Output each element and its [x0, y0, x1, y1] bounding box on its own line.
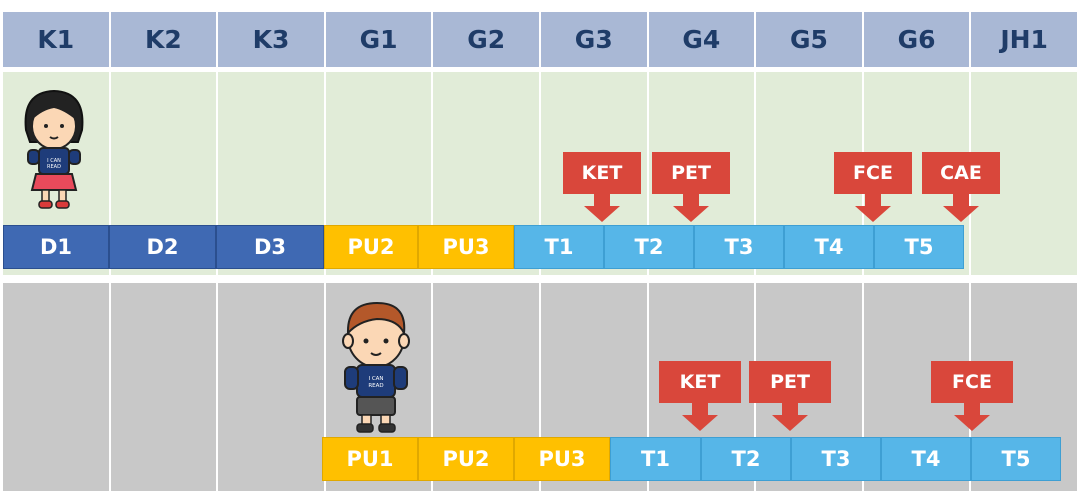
grade-header: G6	[863, 12, 970, 67]
stage-block: T4	[784, 225, 874, 269]
svg-text:READ: READ	[47, 164, 61, 170]
stage-block: PU2	[324, 225, 418, 269]
exam-marker-fce: FCE	[931, 361, 1013, 431]
down-arrow-icon	[772, 415, 808, 431]
stage-block: D2	[109, 225, 216, 269]
stage-block: T2	[701, 437, 791, 481]
grade-header: K1	[3, 12, 109, 67]
stage-block: T1	[514, 225, 604, 269]
stage-block: T2	[604, 225, 694, 269]
stage-block: T4	[881, 437, 971, 481]
stage-block: PU3	[418, 225, 514, 269]
grade-header: G4	[648, 12, 755, 67]
exam-marker-pet: PET	[652, 152, 730, 222]
svg-text:I CAN: I CAN	[368, 376, 383, 382]
boy-student-illustration: I CAN READ	[342, 301, 410, 433]
exam-label: FCE	[834, 152, 912, 194]
girl-student-illustration: I CAN READ	[24, 89, 84, 209]
exam-label: KET	[563, 152, 641, 194]
exam-marker-pet: PET	[749, 361, 831, 431]
exam-label: CAE	[922, 152, 1000, 194]
down-arrow-icon	[673, 206, 709, 222]
stage-block: D3	[216, 225, 324, 269]
grade-header-row: K1 K2 K3 G1 G2 G3 G4 G5 G6 JH1	[3, 12, 1077, 67]
exam-label: FCE	[931, 361, 1013, 403]
stage-block: T3	[791, 437, 881, 481]
grade-header: G3	[540, 12, 647, 67]
exam-marker-ket: KET	[563, 152, 641, 222]
exam-marker-fce: FCE	[834, 152, 912, 222]
svg-text:I CAN: I CAN	[47, 158, 61, 164]
svg-text:READ: READ	[368, 383, 383, 389]
grade-header: K2	[110, 12, 217, 67]
stage-block: PU1	[322, 437, 418, 481]
grade-header: G2	[433, 12, 539, 67]
down-arrow-icon	[682, 415, 718, 431]
exam-marker-ket: KET	[659, 361, 741, 431]
stage-block: PU3	[514, 437, 610, 481]
grade-header: G5	[756, 12, 862, 67]
grade-header: JH1	[971, 12, 1077, 67]
down-arrow-icon	[855, 206, 891, 222]
exam-label: KET	[659, 361, 741, 403]
stage-block: D1	[3, 225, 109, 269]
grade-header: K3	[218, 12, 324, 67]
stage-block: T5	[971, 437, 1061, 481]
grade-header: G1	[325, 12, 432, 67]
exam-label: PET	[652, 152, 730, 194]
stage-block: PU2	[418, 437, 514, 481]
exam-label: PET	[749, 361, 831, 403]
exam-marker-cae: CAE	[922, 152, 1000, 222]
down-arrow-icon	[584, 206, 620, 222]
down-arrow-icon	[954, 415, 990, 431]
stage-block: T3	[694, 225, 784, 269]
stage-block: T5	[874, 225, 964, 269]
stage-block: T1	[610, 437, 701, 481]
down-arrow-icon	[943, 206, 979, 222]
